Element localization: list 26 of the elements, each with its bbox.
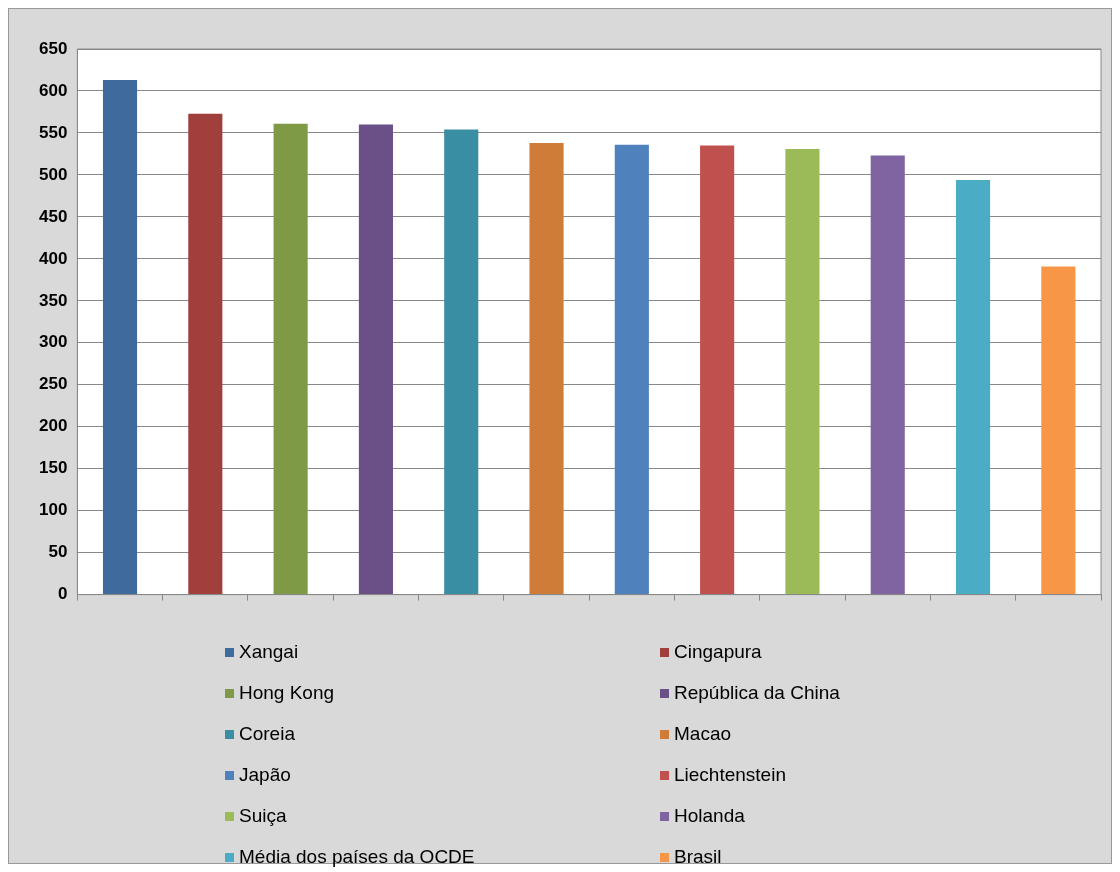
legend-label: Coreia (239, 723, 295, 745)
y-tick-label: 350 (38, 290, 68, 310)
legend-label: Macao (674, 723, 732, 745)
legend-label: Brasil (674, 846, 722, 868)
y-tick-label: 500 (38, 164, 68, 184)
legend-label: República da China (674, 682, 840, 704)
legend-label: Suiça (239, 805, 287, 827)
y-tick-label: 450 (38, 206, 68, 226)
legend-label: Japão (239, 764, 291, 786)
y-tick-label: 600 (38, 80, 68, 100)
y-tick-label: 200 (38, 416, 68, 436)
y-tick-label: 400 (38, 248, 68, 268)
y-tick-label: 300 (38, 332, 68, 352)
y-tick-label: 650 (38, 38, 68, 58)
legend-label: Xangai (239, 641, 299, 663)
y-tick-label: 250 (38, 374, 68, 394)
legend-label: Média dos países da OCDE (239, 846, 475, 868)
y-tick-label: 0 (57, 584, 68, 604)
legend-label: Liechtenstein (674, 764, 786, 786)
legend-label: Cingapura (674, 641, 762, 663)
y-tick-label: 100 (38, 500, 68, 520)
y-tick-label: 150 (38, 458, 68, 478)
legend-label: Holanda (674, 805, 745, 827)
y-tick-label: 50 (48, 542, 68, 562)
legend-label: Hong Kong (239, 682, 335, 704)
y-tick-label: 550 (38, 122, 68, 142)
